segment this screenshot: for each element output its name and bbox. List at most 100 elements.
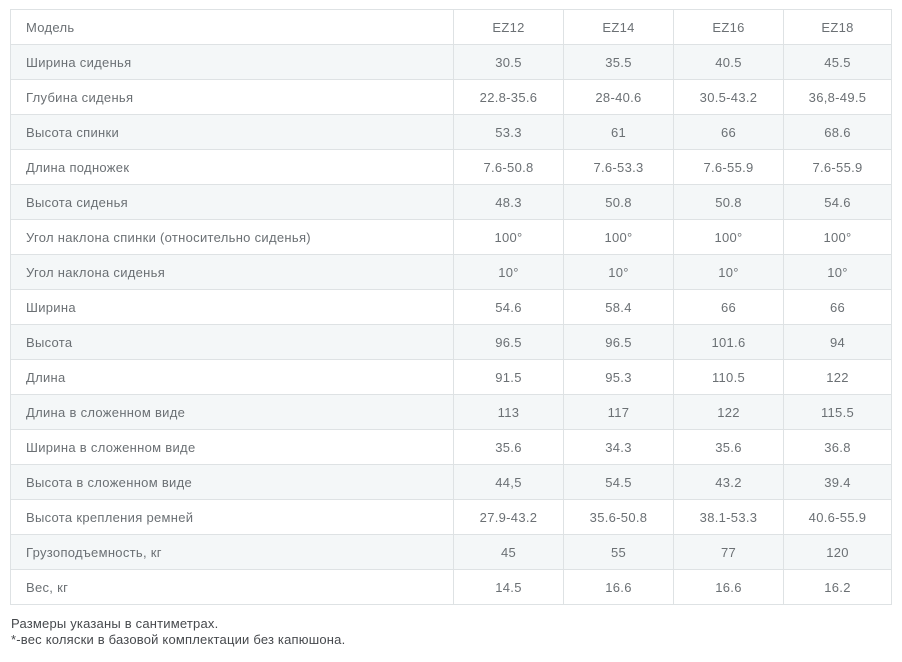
- table-row: Длина в сложенном виде 113 117 122 115.5: [10, 394, 892, 430]
- row-value: 77: [673, 534, 784, 570]
- row-value: 16.2: [783, 569, 892, 605]
- column-header-ez18: EZ18: [783, 9, 892, 45]
- row-value: 58.4: [563, 289, 674, 325]
- row-label: Ширина: [10, 289, 454, 325]
- row-value: 54.6: [783, 184, 892, 220]
- row-value: 35.6: [673, 429, 784, 465]
- row-label: Грузоподъемность, кг: [10, 534, 454, 570]
- row-label: Высота: [10, 324, 454, 360]
- row-value: 68.6: [783, 114, 892, 150]
- row-value: 94: [783, 324, 892, 360]
- row-label: Ширина сиденья: [10, 44, 454, 80]
- row-value: 120: [783, 534, 892, 570]
- row-label: Длина подножек: [10, 149, 454, 185]
- row-value: 44,5: [453, 464, 564, 500]
- row-value: 27.9-43.2: [453, 499, 564, 535]
- row-value: 10°: [563, 254, 674, 290]
- header-label: Модель: [10, 9, 454, 45]
- row-value: 10°: [453, 254, 564, 290]
- row-value: 101.6: [673, 324, 784, 360]
- row-label: Длина в сложенном виде: [10, 394, 454, 430]
- table-row: Высота 96.5 96.5 101.6 94: [10, 324, 892, 360]
- row-value: 115.5: [783, 394, 892, 430]
- row-value: 16.6: [673, 569, 784, 605]
- row-value: 100°: [453, 219, 564, 255]
- row-value: 91.5: [453, 359, 564, 395]
- row-value: 122: [673, 394, 784, 430]
- row-value: 45.5: [783, 44, 892, 80]
- row-label: Вес, кг: [10, 569, 454, 605]
- row-label: Угол наклона сиденья: [10, 254, 454, 290]
- row-value: 66: [673, 114, 784, 150]
- row-value: 61: [563, 114, 674, 150]
- row-label: Длина: [10, 359, 454, 395]
- row-value: 54.5: [563, 464, 674, 500]
- row-value: 55: [563, 534, 674, 570]
- table-row: Длина подножек 7.6-50.8 7.6-53.3 7.6-55.9 7.…: [10, 149, 892, 185]
- footnote-units: Размеры указаны в сантиметрах.: [11, 616, 219, 631]
- row-value: 22.8-35.6: [453, 79, 564, 115]
- table-header-row: Модель EZ12 EZ14 EZ16 EZ18: [10, 9, 892, 45]
- row-value: 39.4: [783, 464, 892, 500]
- row-value: 40.5: [673, 44, 784, 80]
- row-label: Глубина сиденья: [10, 79, 454, 115]
- row-value: 36.8: [783, 429, 892, 465]
- table-row: Глубина сиденья 22.8-35.6 28-40.6 30.5-43.2…: [10, 79, 892, 115]
- row-label: Ширина в сложенном виде: [10, 429, 454, 465]
- row-value: 96.5: [453, 324, 564, 360]
- column-header-ez12: EZ12: [453, 9, 564, 45]
- footnote-weight-note: *-вес коляски в базовой комплектации без…: [11, 632, 346, 647]
- row-value: 100°: [563, 219, 674, 255]
- specs-table: Модель EZ12 EZ14 EZ16 EZ18 Ширина сидень…: [10, 9, 892, 605]
- row-value: 35.6: [453, 429, 564, 465]
- row-value: 113: [453, 394, 564, 430]
- table-row: Высота сиденья 48.3 50.8 50.8 54.6: [10, 184, 892, 220]
- row-value: 122: [783, 359, 892, 395]
- row-value: 50.8: [673, 184, 784, 220]
- row-value: 110.5: [673, 359, 784, 395]
- row-value: 35.6-50.8: [563, 499, 674, 535]
- row-value: 54.6: [453, 289, 564, 325]
- row-value: 30.5: [453, 44, 564, 80]
- row-value: 28-40.6: [563, 79, 674, 115]
- column-header-ez16: EZ16: [673, 9, 784, 45]
- row-value: 38.1-53.3: [673, 499, 784, 535]
- row-value: 7.6-55.9: [673, 149, 784, 185]
- row-value: 40.6-55.9: [783, 499, 892, 535]
- row-value: 36,8-49.5: [783, 79, 892, 115]
- row-value: 95.3: [563, 359, 674, 395]
- table-row: Ширина в сложенном виде 35.6 34.3 35.6 36.8: [10, 429, 892, 465]
- table-body: Ширина сиденья 30.5 35.5 40.5 45.5 Глубина си…: [10, 44, 892, 605]
- footnotes: Размеры указаны в сантиметрах. *-вес кол…: [11, 616, 345, 648]
- row-value: 34.3: [563, 429, 674, 465]
- row-label: Высота крепления ремней: [10, 499, 454, 535]
- row-value: 10°: [673, 254, 784, 290]
- column-header-ez14: EZ14: [563, 9, 674, 45]
- table-row: Ширина сиденья 30.5 35.5 40.5 45.5: [10, 44, 892, 80]
- row-value: 16.6: [563, 569, 674, 605]
- row-value: 48.3: [453, 184, 564, 220]
- row-value: 10°: [783, 254, 892, 290]
- table-row: Грузоподъемность, кг 45 55 77 120: [10, 534, 892, 570]
- table-row: Высота спинки 53.3 61 66 68.6: [10, 114, 892, 150]
- row-label: Высота сиденья: [10, 184, 454, 220]
- row-value: 43.2: [673, 464, 784, 500]
- table-row: Угол наклона спинки (относительно сидень…: [10, 219, 892, 255]
- table-row: Угол наклона сиденья 10° 10° 10° 10°: [10, 254, 892, 290]
- row-label: Угол наклона спинки (относительно сидень…: [10, 219, 454, 255]
- row-value: 35.5: [563, 44, 674, 80]
- row-value: 14.5: [453, 569, 564, 605]
- row-value: 96.5: [563, 324, 674, 360]
- row-value: 117: [563, 394, 674, 430]
- row-value: 66: [673, 289, 784, 325]
- row-value: 50.8: [563, 184, 674, 220]
- row-label: Высота спинки: [10, 114, 454, 150]
- table-row: Высота в сложенном виде 44,5 54.5 43.2 39.4: [10, 464, 892, 500]
- row-value: 30.5-43.2: [673, 79, 784, 115]
- row-value: 7.6-50.8: [453, 149, 564, 185]
- row-value: 45: [453, 534, 564, 570]
- table-row: Вес, кг 14.5 16.6 16.6 16.2: [10, 569, 892, 605]
- row-value: 66: [783, 289, 892, 325]
- row-value: 7.6-55.9: [783, 149, 892, 185]
